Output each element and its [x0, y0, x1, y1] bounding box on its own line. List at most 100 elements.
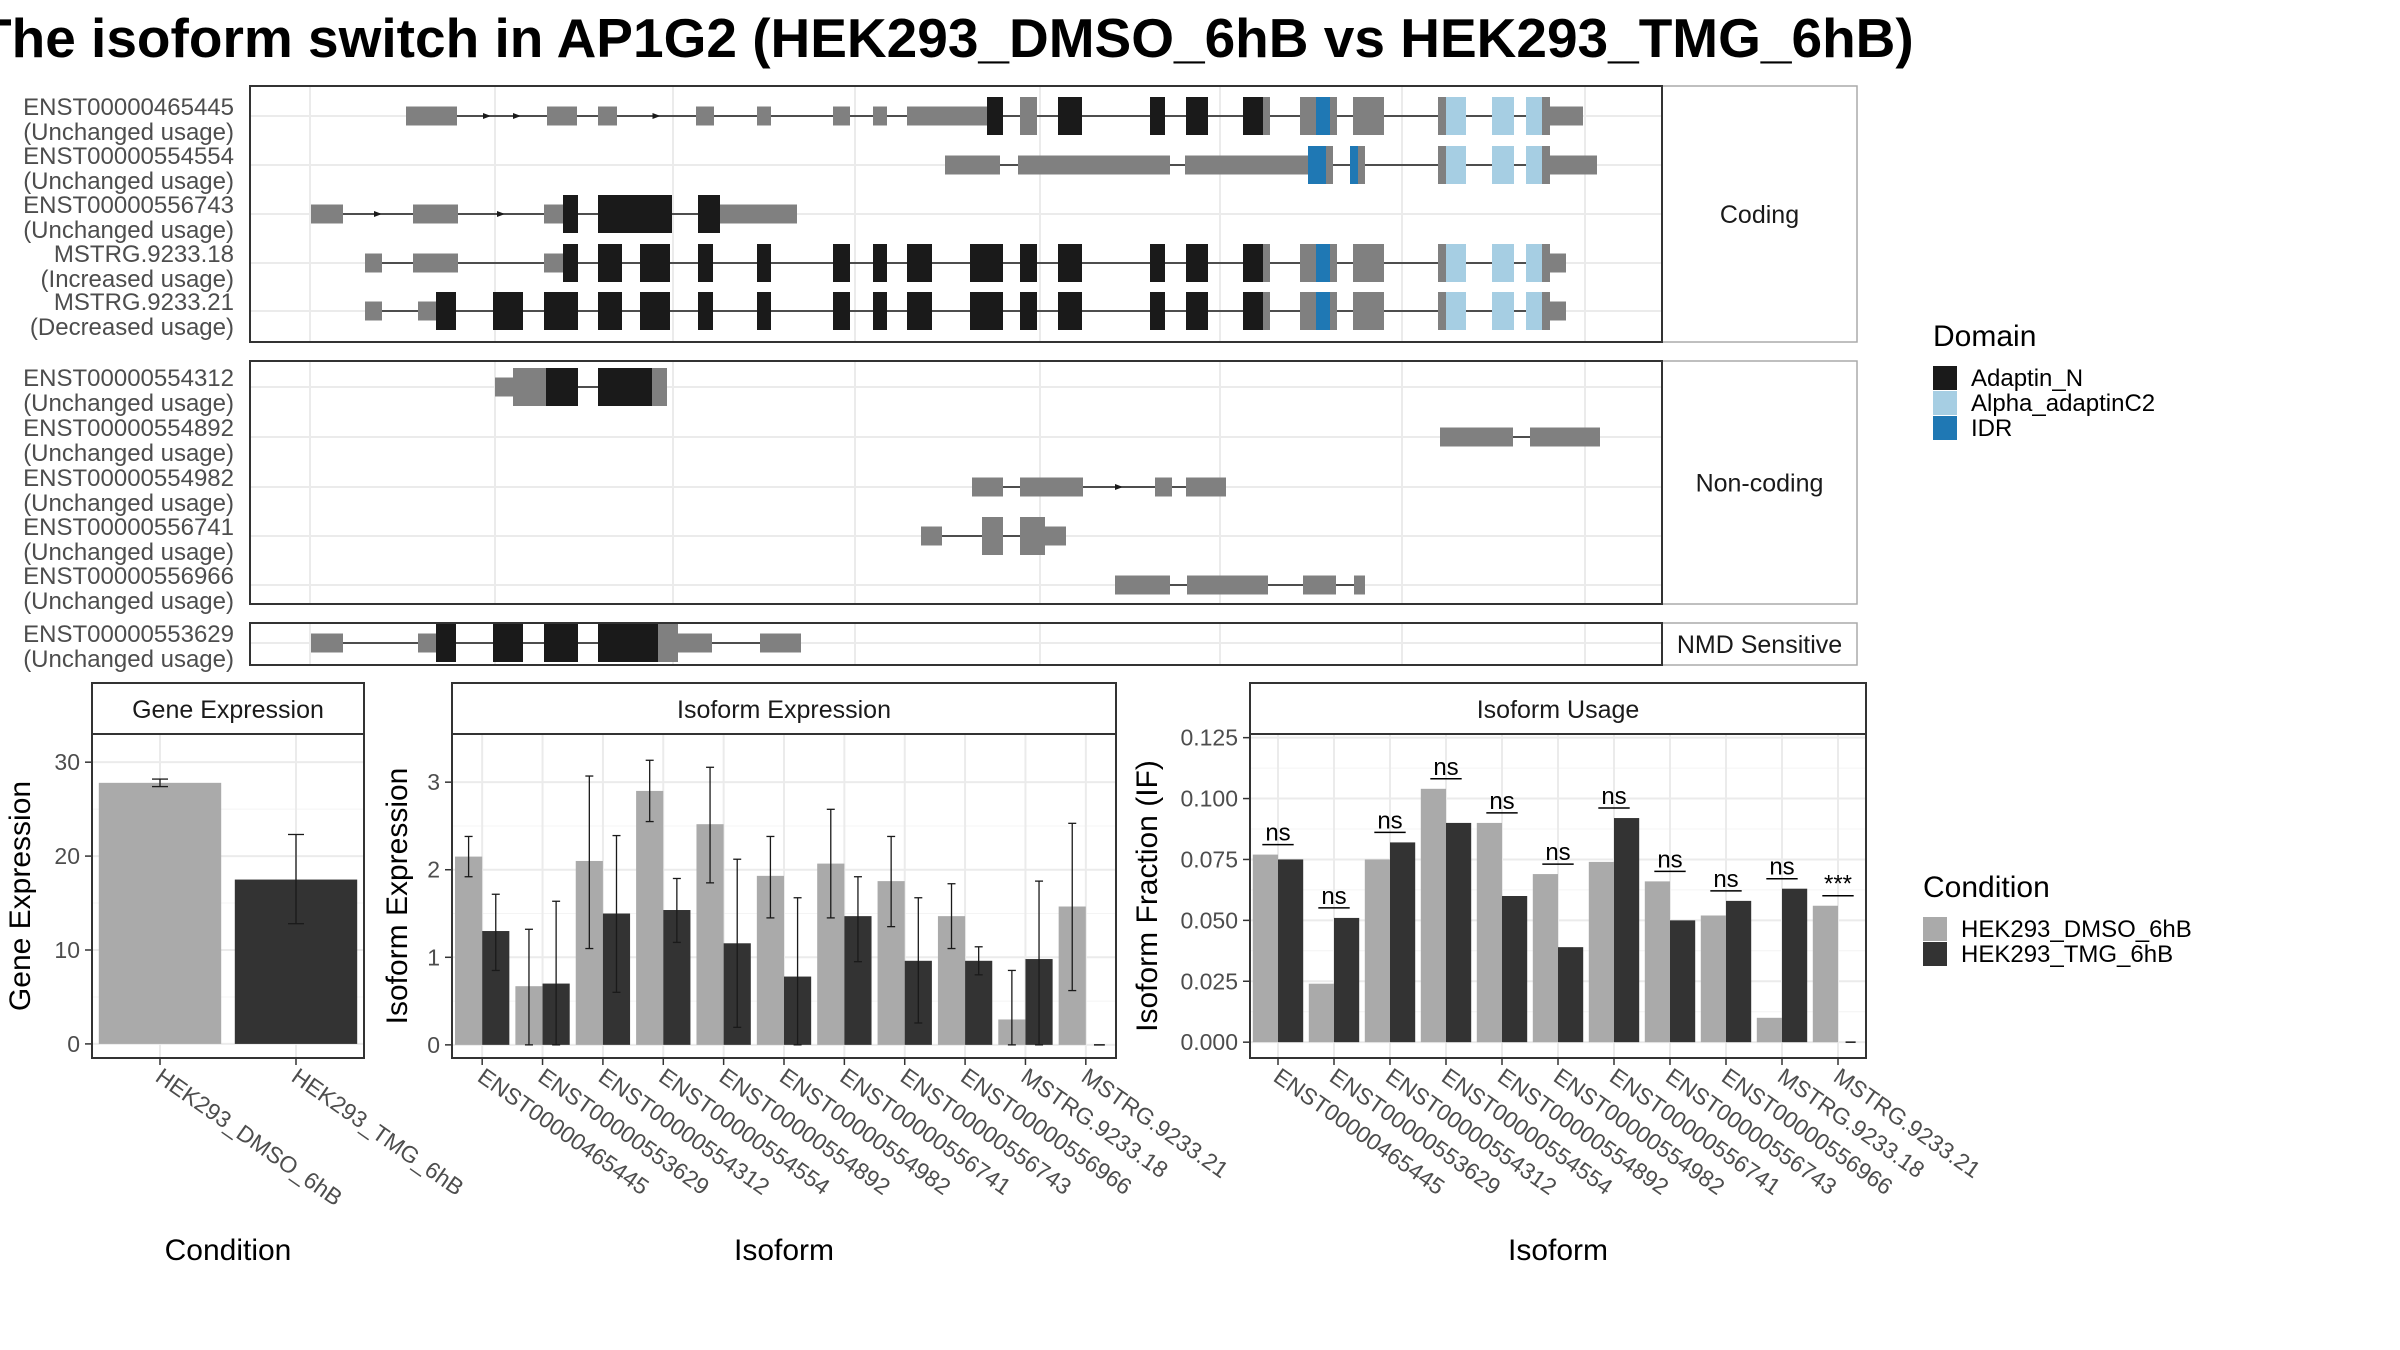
exon [1438, 97, 1446, 135]
exon [833, 292, 850, 330]
significance-label: ns [1377, 807, 1402, 834]
exon [544, 253, 563, 273]
bar [1278, 859, 1304, 1043]
exon [1300, 292, 1316, 330]
exon [907, 244, 932, 282]
y-tick-label: 20 [54, 843, 80, 869]
exon [1350, 146, 1358, 184]
y-axis-title: Gene Expression [4, 781, 37, 1011]
exon [1492, 97, 1514, 135]
exon [544, 204, 563, 224]
bar [1614, 818, 1640, 1043]
isoform-usage-label: (Decreased usage) [30, 314, 234, 341]
exon [1058, 244, 1082, 282]
exon [1058, 97, 1082, 135]
exon [1438, 146, 1446, 184]
bar [636, 790, 664, 1045]
bar [1390, 842, 1416, 1043]
isoform-name: ENST00000554554 [23, 143, 234, 170]
panel-strip-label: Non-coding [1696, 470, 1824, 498]
exon [970, 244, 1003, 282]
isoform-usage-label: (Unchanged usage) [23, 119, 234, 146]
y-tick-label: 0 [67, 1031, 80, 1057]
bar [1782, 888, 1808, 1043]
isoform-name: ENST00000556741 [23, 514, 234, 541]
exon [873, 292, 887, 330]
transcript-row: ENST00000554982(Unchanged usage) [23, 465, 1226, 517]
significance-label: ns [1489, 788, 1514, 815]
bar [1502, 896, 1528, 1043]
exon [493, 624, 523, 662]
exon [1526, 97, 1542, 135]
transcript-panel: Non-coding ENST00000554312 (Unchanged usag… [23, 360, 1858, 615]
exon [640, 244, 670, 282]
panel-background [250, 361, 1662, 604]
exon [1326, 146, 1333, 184]
y-tick-label: 10 [54, 937, 80, 963]
transcript-row: ENST00000556743(Unchanged usage) [23, 192, 797, 244]
exon [1243, 244, 1263, 282]
bar [455, 856, 483, 1045]
isoform-name: ENST00000556743 [23, 192, 234, 219]
exon [1526, 244, 1542, 282]
exon [1186, 477, 1226, 497]
panel-strip-label: NMD Sensitive [1677, 631, 1842, 659]
bar [1558, 947, 1584, 1043]
domain-legend-label: Adaptin_N [1971, 365, 2083, 392]
y-tick-label: 1 [427, 944, 440, 970]
exon [1263, 292, 1270, 330]
panel-border [249, 360, 1663, 605]
y-tick-label: 0.000 [1180, 1029, 1238, 1055]
exon [495, 377, 513, 397]
exon [907, 292, 932, 330]
y-tick-label: 0.075 [1180, 846, 1238, 872]
exon [1550, 106, 1583, 126]
exon [598, 195, 672, 233]
x-axis-title: Isoform [1508, 1234, 1608, 1267]
exon [1492, 244, 1514, 282]
significance-label: ns [1265, 820, 1290, 847]
exon [1020, 477, 1083, 497]
exon [436, 292, 456, 330]
exon [1550, 253, 1566, 273]
transcript-row: ENST00000556966(Unchanged usage) [23, 563, 1365, 615]
exon [311, 633, 343, 653]
exon [1446, 146, 1466, 184]
bar [1446, 822, 1472, 1043]
exon [598, 106, 617, 126]
exon [563, 195, 578, 233]
bar [1670, 920, 1696, 1043]
significance-label: ns [1321, 883, 1346, 910]
transcript-panel: NMD Sensitive ENST00000553629(Unchanged u… [23, 621, 1858, 673]
bar [1726, 900, 1752, 1043]
significance-label: *** [1824, 871, 1852, 898]
domain-legend-label: Alpha_adaptinC2 [1971, 390, 2155, 417]
exon [757, 244, 771, 282]
exon [1308, 146, 1326, 184]
exon [982, 517, 1003, 555]
chart-border [91, 733, 365, 1059]
exon [1150, 97, 1165, 135]
x-axis-title: Isoform [734, 1234, 834, 1267]
exon [1186, 97, 1208, 135]
intron-arrow [1115, 484, 1123, 490]
exon [652, 368, 667, 406]
isoform-name: MSTRG.9233.18 [54, 241, 234, 268]
exon [1316, 292, 1330, 330]
panel-strip [1661, 360, 1858, 605]
exon [658, 624, 678, 662]
isoform-usage-label: (Unchanged usage) [23, 217, 234, 244]
panel-strip [1661, 622, 1858, 666]
exon [546, 368, 578, 406]
exon [1440, 427, 1513, 447]
chart-strip [1249, 682, 1867, 735]
exon [833, 106, 850, 126]
isoform-usage-label: (Unchanged usage) [23, 588, 234, 615]
exon [1438, 292, 1446, 330]
exon [698, 244, 713, 282]
isoform-name: ENST00000554312 [23, 365, 234, 392]
exon [1243, 97, 1263, 135]
isoform-name: ENST00000554892 [23, 415, 234, 442]
exon [720, 204, 797, 224]
